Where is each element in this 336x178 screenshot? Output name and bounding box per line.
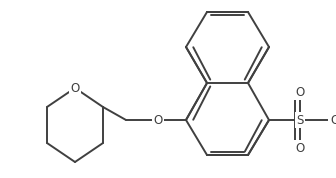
Text: Cl: Cl — [330, 114, 336, 127]
Text: O: O — [295, 142, 305, 155]
Text: O: O — [153, 114, 163, 127]
Text: O: O — [70, 82, 80, 95]
Text: O: O — [295, 85, 305, 98]
Text: S: S — [296, 114, 304, 127]
